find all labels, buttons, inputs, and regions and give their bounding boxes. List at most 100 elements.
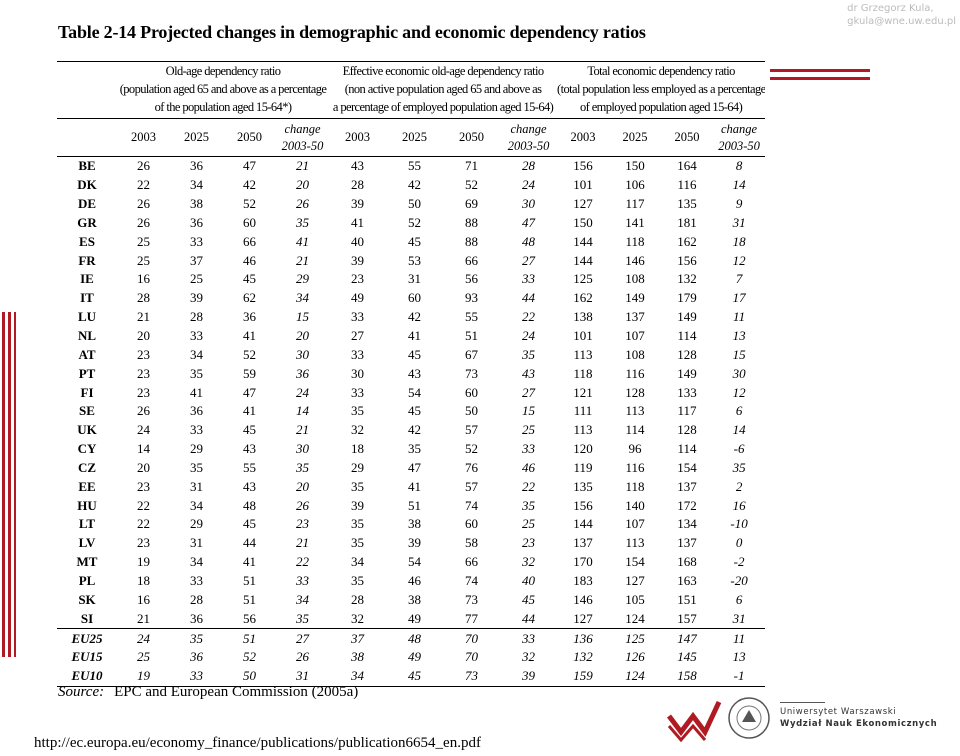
decor-line (770, 69, 870, 72)
cell: 34 (190, 554, 203, 570)
cell: 17 (732, 290, 746, 306)
cell: 30 (296, 346, 310, 362)
cell: 162 (677, 233, 697, 249)
cell: 22 (296, 554, 310, 570)
table-row: MT 19 34 41 22 34 54 66 32 170 154 168 -2 (57, 553, 765, 572)
column-header: 2003 (557, 118, 610, 157)
cell: 52 (243, 649, 256, 665)
cell: 15 (296, 309, 310, 325)
column-header: 2050 (223, 118, 276, 157)
cell: 35 (351, 403, 365, 419)
cell: 47 (243, 158, 256, 174)
cell: 154 (677, 459, 697, 475)
cell: 7 (735, 271, 743, 287)
cell: 60 (465, 516, 479, 532)
group-note: (total population less employed as a per… (557, 82, 766, 96)
cell: 46 (522, 459, 536, 475)
cell: 26 (137, 214, 150, 230)
cell: 74 (465, 572, 479, 588)
cell: 24 (296, 384, 310, 400)
cell: 52 (465, 177, 479, 193)
cell: 45 (243, 271, 256, 287)
cell: 45 (243, 422, 256, 438)
cell: 33 (500, 628, 558, 648)
table-row: DK 22 34 42 20 28 42 52 24 101 106 116 14 (57, 176, 765, 195)
cell: 31 (190, 478, 203, 494)
cell: 21 (296, 535, 310, 551)
cell: 156 (677, 252, 697, 268)
cell: 34 (190, 497, 203, 513)
decor-line (14, 312, 16, 657)
cell: 105 (625, 591, 645, 607)
cell: 36 (190, 403, 203, 419)
cell: 135 (573, 478, 593, 494)
cell: 101 (573, 177, 593, 193)
column-header-line: 2003-50 (718, 138, 760, 153)
group-title: Old-age dependency ratio (165, 64, 281, 78)
cell: 136 (557, 628, 610, 648)
cell: 137 (573, 535, 593, 551)
row-label: PL (78, 572, 96, 588)
table-row: GR 26 36 60 35 41 52 88 47 150 141 181 31 (57, 214, 765, 233)
cell: 26 (296, 196, 310, 212)
cell: 31 (190, 535, 203, 551)
cell: 35 (351, 478, 365, 494)
cell: 118 (573, 365, 593, 381)
row-label: MT (76, 554, 98, 570)
cell: 31 (276, 666, 330, 687)
cell: 66 (243, 233, 256, 249)
cell: 11 (733, 309, 746, 325)
cell: 27 (351, 328, 365, 344)
cell: 13 (732, 328, 746, 344)
cell: 54 (408, 384, 422, 400)
cell: 44 (243, 535, 256, 551)
cell: 118 (625, 233, 645, 249)
cell: 66 (465, 252, 479, 268)
group-header-row: Old-age dependency ratio (population aged… (57, 62, 765, 119)
group-note: of employed population aged 15-64) (579, 100, 743, 114)
cell: 33 (351, 384, 365, 400)
row-label: SE (79, 403, 95, 419)
cell: 26 (137, 158, 150, 174)
column-header: 2050 (443, 118, 501, 157)
column-header-row: 2003 2025 2050 change 2003-50 2003 2025 2050 cha… (57, 118, 766, 157)
cell: 16 (137, 271, 150, 287)
cell: 22 (522, 309, 536, 325)
cell: 168 (677, 554, 697, 570)
cell: 132 (677, 271, 697, 287)
cell: 113 (625, 403, 645, 419)
cell: 22 (137, 516, 150, 532)
table-row: CY 14 29 43 30 18 35 52 33 120 96 114 -6 (57, 440, 765, 459)
cell: 125 (609, 628, 662, 648)
cell: 37 (329, 628, 387, 648)
cell: 135 (677, 196, 697, 212)
cell: 33 (351, 309, 365, 325)
cell: 29 (190, 516, 203, 532)
cell: 55 (408, 158, 422, 174)
cell: 6 (735, 591, 743, 607)
cell: 33 (351, 346, 365, 362)
cell: 51 (243, 591, 256, 607)
cell: 12 (732, 252, 746, 268)
cell: 51 (465, 328, 479, 344)
cell: 41 (408, 328, 422, 344)
cell: 32 (522, 649, 536, 665)
cell: 117 (625, 196, 645, 212)
cell: 156 (573, 497, 593, 513)
cell: 70 (443, 628, 501, 648)
cell: 45 (243, 516, 256, 532)
cell: 47 (408, 459, 422, 475)
cell: 134 (677, 516, 697, 532)
cell: 18 (137, 572, 150, 588)
table-row: DE 26 38 52 26 39 50 69 30 127 117 135 9 (57, 195, 765, 214)
faculty: Wydział Nauk Ekonomicznych (780, 719, 938, 729)
cell: 15 (522, 403, 536, 419)
cell: 42 (408, 422, 422, 438)
cell: 107 (625, 516, 645, 532)
cell: 28 (190, 309, 203, 325)
cell: 101 (573, 328, 593, 344)
cell: 23 (137, 478, 150, 494)
cell: 48 (522, 233, 536, 249)
cell: 116 (625, 365, 645, 381)
cell: -10 (730, 516, 748, 532)
